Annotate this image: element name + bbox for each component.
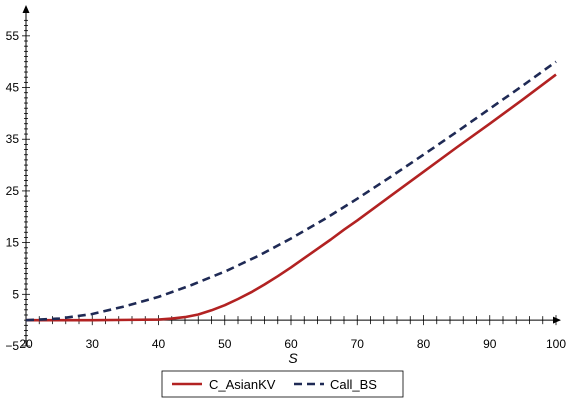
x-tick-label: 60 [284, 337, 298, 351]
x-tick-label: 90 [483, 337, 497, 351]
x-axis-label: S [288, 350, 298, 366]
legend-box [161, 370, 404, 398]
x-tick-label: 80 [417, 337, 431, 351]
x-axis-arrow [553, 316, 561, 324]
legend-label: C_AsianKV [209, 377, 276, 392]
x-tick-label: 40 [152, 337, 166, 351]
x-tick-label: 30 [86, 337, 100, 351]
y-tick-label: 5 [12, 287, 19, 301]
y-tick-label: 55 [6, 29, 20, 43]
y-tick-label: 35 [6, 132, 20, 146]
series-line-call-bs [25, 60, 557, 322]
y-tick-label: −5 [5, 339, 19, 353]
y-tick-label: 45 [6, 81, 20, 95]
y-tick-label: 15 [6, 236, 20, 250]
legend-label: Call_BS [330, 377, 377, 392]
x-tick-label: 70 [351, 337, 365, 351]
x-tick-label: 20 [19, 337, 33, 351]
y-tick-label: 25 [6, 184, 20, 198]
x-tick-label: 50 [218, 337, 232, 351]
x-tick-label: 100 [546, 337, 566, 351]
legend: C_AsianKV Call_BS [161, 370, 404, 398]
series-layer [25, 60, 557, 322]
series-line-c-asiankv [26, 73, 557, 322]
y-axis-arrow [22, 5, 30, 13]
axes: −5 5 15 25 35 45 55 20 30 40 50 60 70 80 90 100 [5, 5, 566, 353]
